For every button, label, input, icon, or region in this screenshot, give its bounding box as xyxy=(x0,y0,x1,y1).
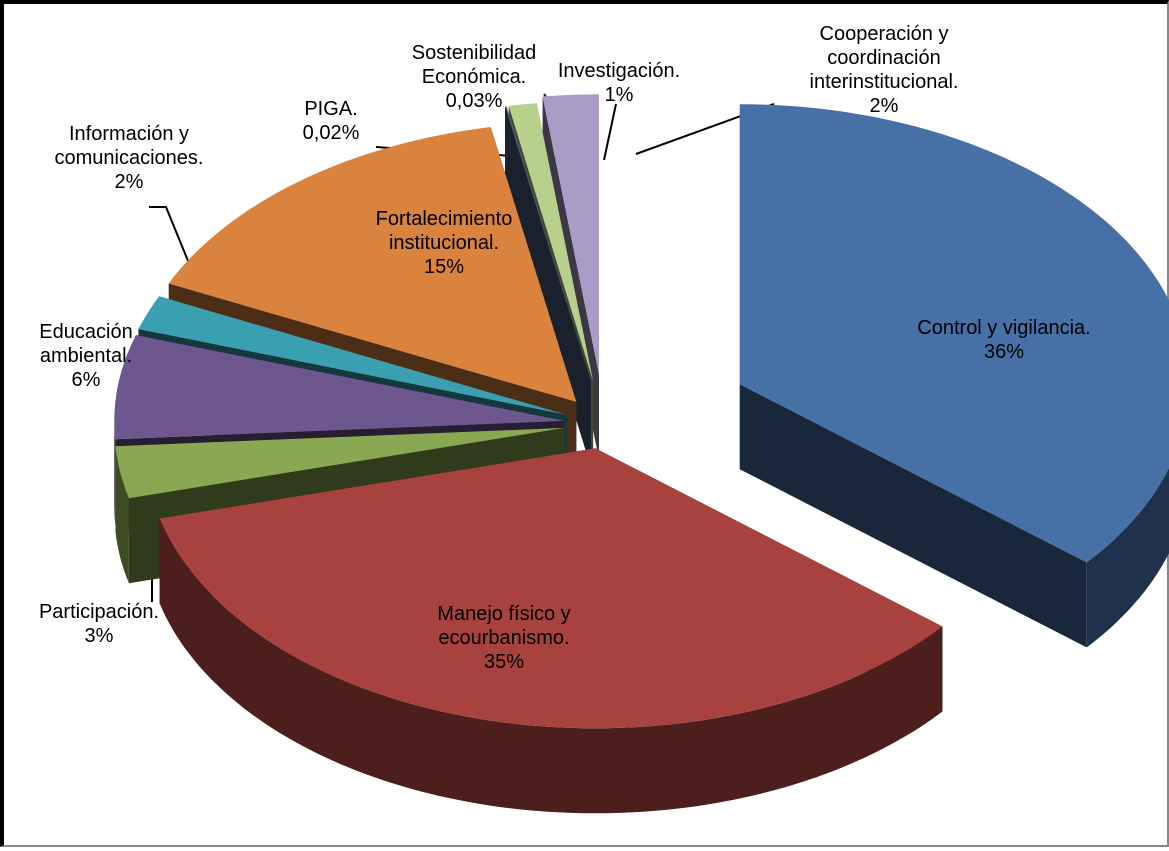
category-label: Participación. xyxy=(38,601,160,623)
category-label: PIGA. xyxy=(304,98,358,120)
value-label: 6% xyxy=(71,369,101,391)
category-label: Educación ambiental. xyxy=(39,321,133,367)
value-label: 2% xyxy=(114,171,144,193)
category-label: Control y vigilancia. xyxy=(917,317,1091,339)
value-label: 35% xyxy=(483,651,525,673)
value-label: 15% xyxy=(423,256,465,278)
slice-label: Participación. 3% xyxy=(9,600,189,648)
slice-side xyxy=(505,106,591,467)
value-label: 0,03% xyxy=(445,90,503,112)
value-label: 2% xyxy=(869,95,899,117)
value-label: 1% xyxy=(604,84,634,106)
slice xyxy=(168,127,577,402)
slice xyxy=(505,106,591,382)
value-label: 36% xyxy=(983,341,1025,363)
slice-side xyxy=(739,384,1087,648)
slice xyxy=(114,335,565,440)
slice-label: Investigación. 1% xyxy=(544,59,694,107)
value-label: 3% xyxy=(84,625,114,647)
category-label: Manejo físico y ecourbanismo. xyxy=(437,603,571,649)
slice-label: Manejo físico y ecourbanismo. 35% xyxy=(414,602,594,674)
slice-label: PIGA. 0,02% xyxy=(291,97,371,145)
slice xyxy=(739,104,1169,563)
slice-label: Cooperación y coordinación interinstituc… xyxy=(779,22,989,118)
slice-label: Sostenibilidad Económica. 0,03% xyxy=(394,41,554,113)
slice-side xyxy=(115,446,129,584)
leader-line xyxy=(603,103,617,161)
slice-side xyxy=(159,518,943,814)
category-label: Investigación. xyxy=(557,60,681,82)
category-label: Fortalecimiento institucional. xyxy=(375,208,513,254)
slice xyxy=(542,94,599,375)
slice-label: Control y vigilancia. 36% xyxy=(854,316,1154,364)
category-label: Sostenibilidad Económica. xyxy=(411,42,537,88)
value-label: 0,02% xyxy=(302,122,360,144)
slice xyxy=(505,106,591,382)
slice-label: Información y comunicaciones. 2% xyxy=(34,122,224,194)
category-label: Cooperación y coordinación interinstituc… xyxy=(809,23,959,93)
slice xyxy=(159,448,943,729)
slice-label: Fortalecimiento institucional. 15% xyxy=(354,207,534,279)
slice xyxy=(508,103,594,381)
slice-side xyxy=(114,420,116,525)
slice-label: Educación ambiental. 6% xyxy=(21,320,151,392)
slice xyxy=(115,427,565,499)
slice xyxy=(138,296,567,415)
slice-side xyxy=(1086,468,1169,648)
chart xyxy=(114,93,1169,814)
category-label: Información y comunicaciones. xyxy=(54,123,204,169)
